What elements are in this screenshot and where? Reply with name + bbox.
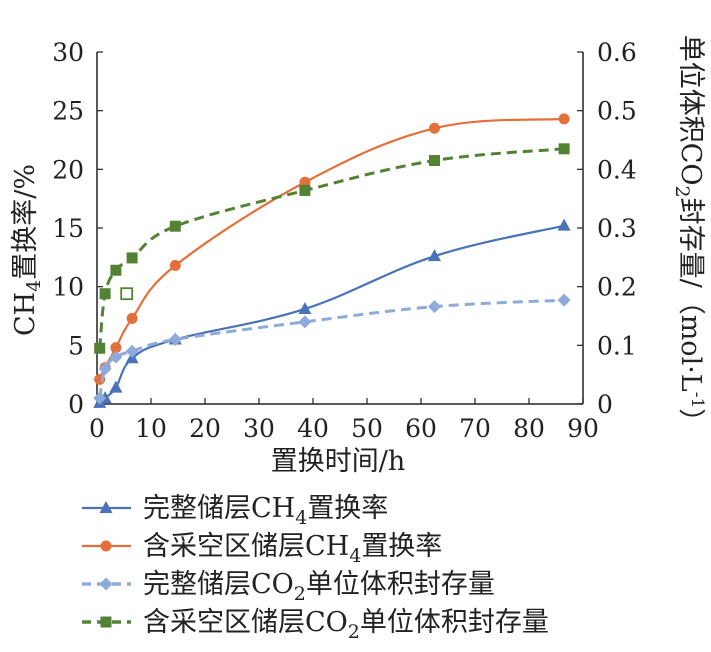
series-line: [98, 147, 565, 349]
data-point: [429, 122, 440, 134]
y-right-tick-label: 0.1: [597, 331, 637, 360]
data-point: [169, 220, 181, 232]
data-point: [110, 342, 122, 354]
y-left-tick-label: 20: [52, 155, 84, 184]
data-point: [557, 218, 571, 231]
y-left-tick-label: 10: [52, 273, 84, 302]
y-left-tick-label: 15: [52, 214, 84, 243]
data-point: [93, 391, 107, 405]
right-label-main: 单位体积CO: [675, 35, 706, 186]
right-label-rest: 封存量/（mol·L: [675, 198, 706, 392]
legend-entry: 含采空区储层CO2单位体积封存量: [82, 607, 549, 643]
data-point: [126, 252, 138, 264]
x-tick-label: 30: [243, 414, 275, 443]
x-tick-label: 10: [135, 414, 167, 443]
data-point: [558, 113, 570, 125]
y-right-tick-label: 0.3: [597, 214, 637, 243]
legend: 完整储层CH4置换率含采空区储层CH4置换率完整储层CO2单位体积封存量含采空区…: [82, 493, 549, 643]
data-point: [169, 260, 181, 272]
series-line: [98, 298, 565, 399]
svg-text:单位体积CO2封存量/（mol·L-1）: 单位体积CO2封存量/（mol·L-1）: [671, 35, 707, 436]
left-label-main: CH: [10, 292, 41, 336]
y-right-tick-label: 0.6: [597, 38, 637, 67]
legend-label: 完整储层CH4置换率: [143, 493, 388, 529]
data-point: [168, 332, 182, 346]
data-point: [110, 264, 122, 276]
data-point: [109, 350, 123, 364]
data-point-open: [120, 287, 134, 301]
legend-entry: 完整储层CH4置换率: [82, 493, 388, 529]
right-axis-label: 单位体积CO2封存量/（mol·L-1）: [671, 35, 707, 436]
tick-labels: 0 10 20 30 40 50 60 70 80 9005101520253000.10.20.…: [52, 38, 637, 443]
data-point: [109, 380, 123, 393]
legend-entry: 含采空区储层CH4置换率: [82, 531, 442, 567]
y-right-tick-label: 0.5: [597, 97, 637, 126]
x-axis-label: 置换时间/h: [271, 446, 406, 477]
x-tick-label: 20: [189, 414, 221, 443]
x-tick-label: 0: [89, 414, 105, 443]
data-point: [94, 342, 106, 354]
data-point: [558, 143, 570, 155]
legend-label: 含采空区储层CO2单位体积封存量: [143, 607, 549, 643]
left-label-sub: 4: [23, 280, 45, 292]
y-right-tick-label: 0.2: [597, 273, 637, 302]
legend-marker: [100, 616, 112, 628]
data-point: [428, 300, 441, 314]
legend-label: 含采空区储层CH4置换率: [143, 531, 442, 567]
x-tick-label: 70: [459, 414, 491, 443]
svg-text:CH4置换率/%: CH4置换率/%: [10, 164, 45, 336]
series-2: [93, 293, 571, 405]
data-point: [299, 184, 311, 196]
right-label-end: ）: [675, 408, 706, 435]
data-point: [126, 312, 138, 324]
data-point: [429, 155, 440, 167]
data-point: [298, 301, 312, 314]
y-left-tick-label: 30: [52, 38, 84, 67]
data-point: [98, 362, 112, 376]
right-label-sup: -1: [687, 392, 707, 409]
legend-entry: 完整储层CO2单位体积封存量: [82, 569, 495, 605]
y-left-tick-label: 5: [68, 331, 84, 360]
x-tick-label: 40: [297, 414, 329, 443]
x-tick-label: 60: [405, 414, 437, 443]
series-line: [98, 224, 565, 404]
left-axis-label: CH4置换率/%: [10, 164, 45, 336]
x-tick-label: 90: [567, 414, 599, 443]
y-left-tick-label: 25: [52, 97, 84, 126]
series-0: [93, 218, 571, 408]
y-right-tick-label: 0: [597, 390, 613, 419]
data-point: [557, 293, 571, 307]
x-tick-label: 80: [513, 414, 545, 443]
right-label-sub: 2: [671, 186, 693, 198]
legend-marker: [99, 577, 113, 591]
legend-marker: [100, 540, 112, 552]
legend-label: 完整储层CO2单位体积封存量: [143, 569, 495, 605]
series-layer: [93, 113, 571, 408]
legend-marker: [99, 501, 113, 513]
data-point: [99, 288, 111, 300]
data-point: [428, 249, 441, 262]
y-left-tick-label: 0: [68, 390, 84, 419]
data-point: [125, 344, 139, 358]
y-right-tick-label: 0.4: [597, 155, 637, 184]
x-tick-label: 50: [351, 414, 383, 443]
left-label-rest: 置换率/%: [10, 164, 41, 280]
series-3: [94, 143, 570, 354]
data-point: [298, 315, 312, 329]
